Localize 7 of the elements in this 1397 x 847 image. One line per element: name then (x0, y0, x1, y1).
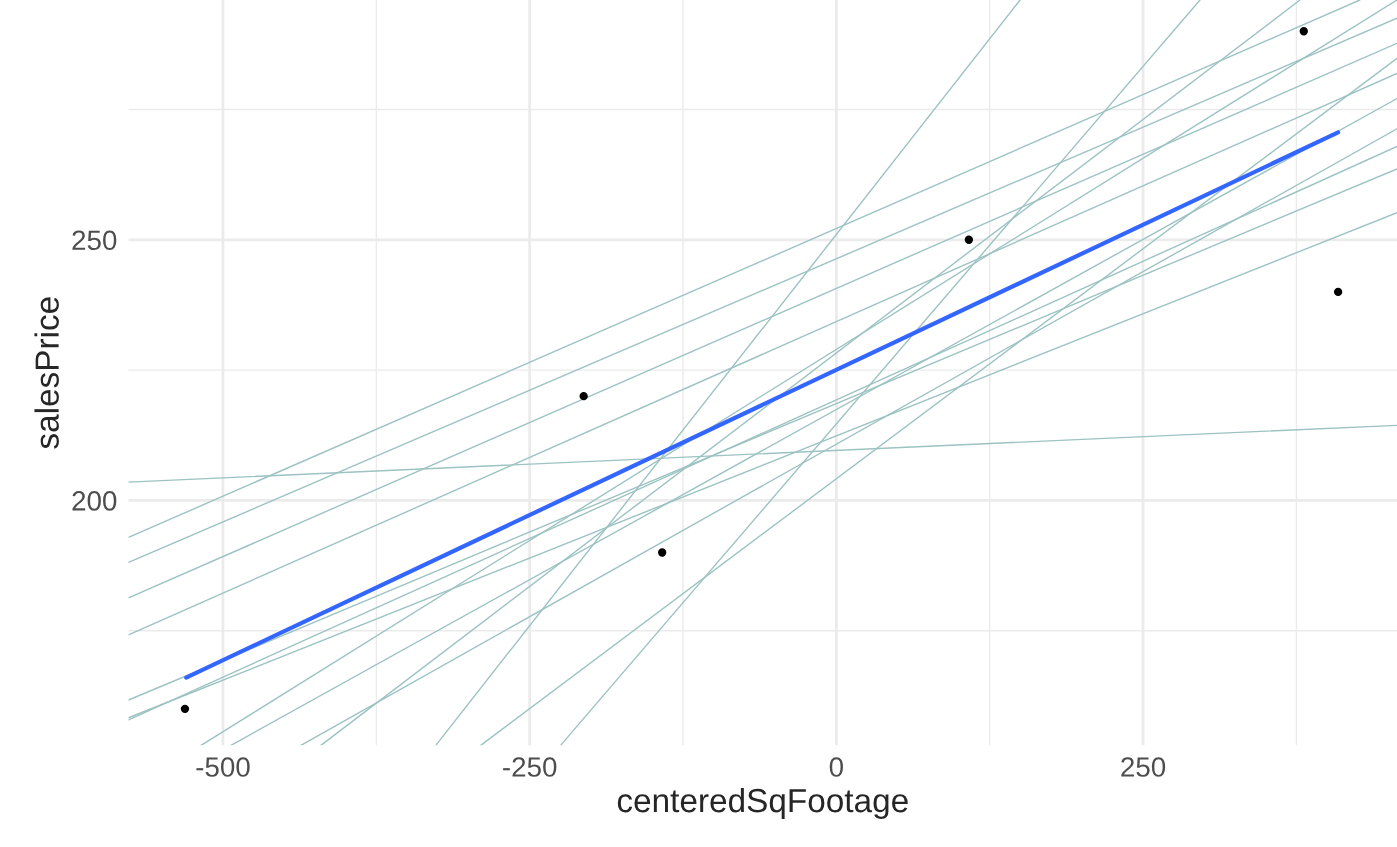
x-tick-label: 0 (829, 757, 844, 777)
x-axis-title: centeredSqFootage (617, 787, 908, 819)
y-tick-label: 200 (72, 491, 117, 511)
x-tick-label: -250 (503, 757, 557, 777)
x-tick-label: 250 (1121, 757, 1166, 777)
x-tick-label: -500 (196, 757, 250, 777)
y-axis-title: salesPrice (34, 297, 59, 449)
